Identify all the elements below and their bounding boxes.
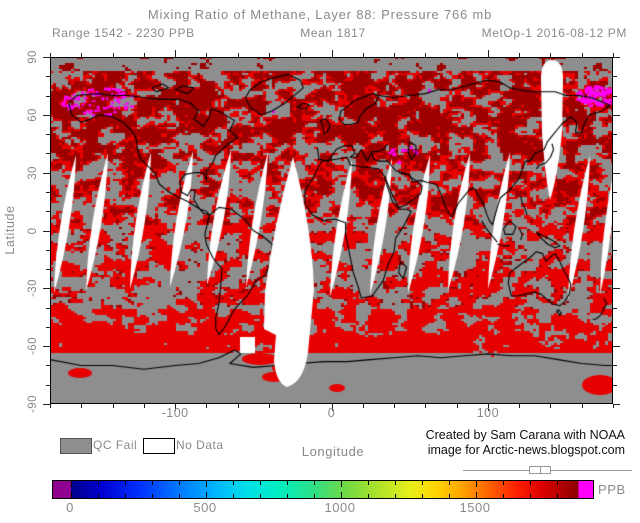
colorbar-tick-label: 1500 <box>459 500 491 515</box>
map-ticks-svg <box>43 50 620 411</box>
legend-qc-fail-swatch <box>60 438 92 454</box>
colorbar-gradient <box>53 481 593 498</box>
colorbar-tick-label: 0 <box>66 500 74 515</box>
map-plot <box>43 50 620 411</box>
credit-line-2: image for Arctic-news.blogspot.com <box>427 442 625 457</box>
x-tick-label: -100 <box>161 406 189 420</box>
range-stat: Range 1542 - 2230 PPB <box>52 26 195 40</box>
satellite-stat: MetOp-1 2016-08-12 PM <box>481 26 627 40</box>
legend-no-data-label: No Data <box>176 438 224 452</box>
y-tick-label: 90 <box>27 50 39 64</box>
y-axis-label: Latitude <box>3 205 17 255</box>
colorbar-ticks-svg <box>71 481 558 498</box>
y-tick-label: 60 <box>27 108 39 122</box>
colorbar-tick-label: 1000 <box>324 500 356 515</box>
scrollbar-handle[interactable] <box>529 466 551 474</box>
map-canvas <box>50 57 613 404</box>
x-tick-label: 100 <box>476 406 500 420</box>
legend-qc-fail-label: QC Fail <box>93 438 138 452</box>
x-tick-label: 0 <box>327 406 336 420</box>
x-axis-label: Longitude <box>301 444 365 459</box>
plot-title: Mixing Ratio of Methane, Layer 88: Press… <box>147 7 493 22</box>
colorbar <box>52 480 594 499</box>
y-tick-label: 0 <box>27 227 39 234</box>
credit-line-1: Created by Sam Carana with NOAA <box>425 428 625 442</box>
y-tick-label: -30 <box>27 279 39 298</box>
legend-no-data-swatch <box>143 438 175 454</box>
y-tick-label: -60 <box>27 337 39 356</box>
mean-stat: Mean 1817 <box>300 26 366 40</box>
credit-text: Created by Sam Carana with NOAA image fo… <box>426 428 625 457</box>
colorbar-unit-label: PPB <box>598 482 626 497</box>
colorbar-tick-label: 500 <box>193 500 217 515</box>
y-tick-label: -90 <box>27 395 39 413</box>
y-tick-label: 30 <box>27 165 39 180</box>
